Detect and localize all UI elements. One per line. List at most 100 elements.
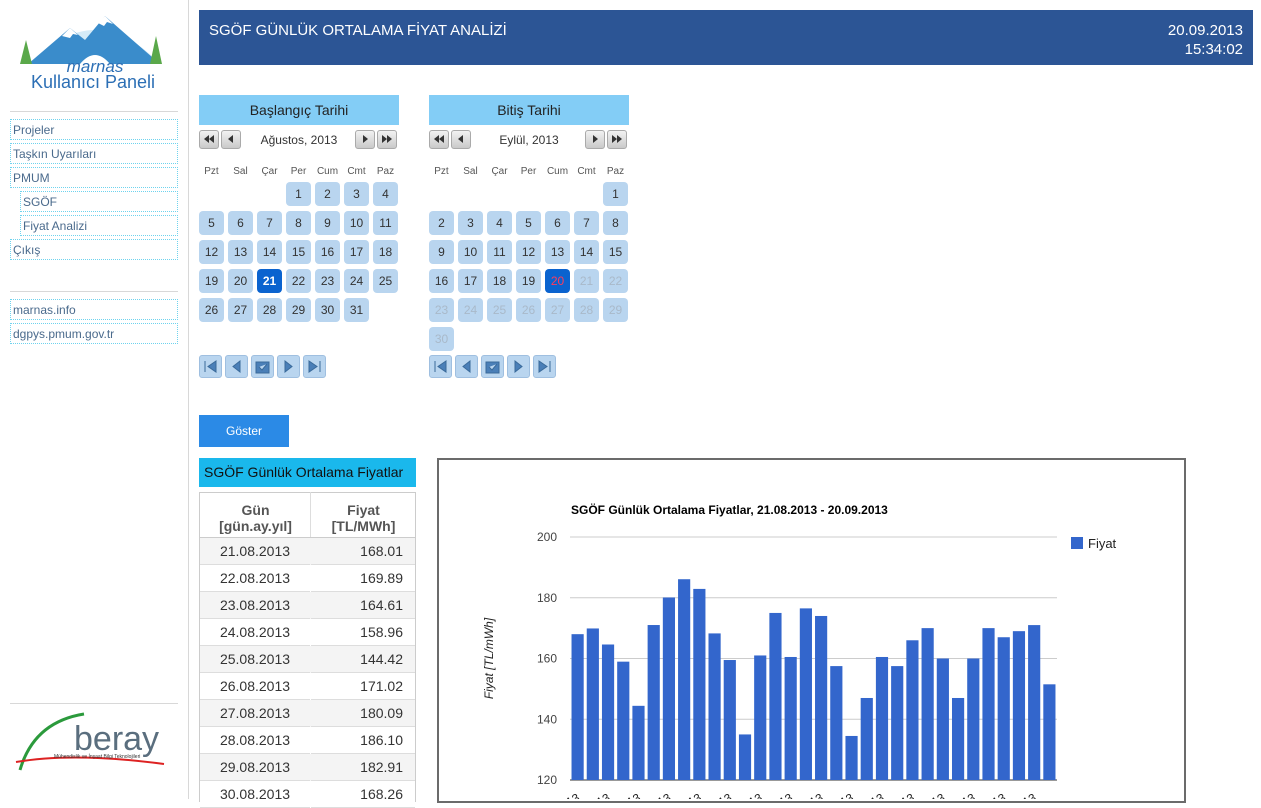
calendar-tool[interactable] xyxy=(303,355,326,378)
table-cell: 168.01 xyxy=(311,538,415,565)
calendar-day[interactable]: 4 xyxy=(487,211,512,235)
calendar-day[interactable]: 22 xyxy=(286,269,311,293)
calendar-day[interactable]: 13 xyxy=(545,240,570,264)
calendar-day[interactable]: 23 xyxy=(429,298,454,322)
calendar-day[interactable]: 17 xyxy=(344,240,369,264)
calendar-day[interactable]: 26 xyxy=(516,298,541,322)
calendar-day[interactable]: 4 xyxy=(373,182,398,206)
calendar-day[interactable]: 10 xyxy=(344,211,369,235)
calendar-day[interactable]: 31 xyxy=(344,298,369,322)
calendar-day[interactable]: 29 xyxy=(286,298,311,322)
calendar-day[interactable]: 1 xyxy=(603,182,628,206)
calendar-day[interactable]: 11 xyxy=(487,240,512,264)
calendar-tool[interactable] xyxy=(533,355,556,378)
calendar-day[interactable]: 28 xyxy=(257,298,282,322)
bar xyxy=(632,705,645,780)
calendar-day[interactable]: 28 xyxy=(574,298,599,322)
calendar-day[interactable]: 2 xyxy=(315,182,340,206)
calendar-tool[interactable] xyxy=(251,355,274,378)
nav-button[interactable] xyxy=(451,130,471,149)
calendar-day[interactable]: 12 xyxy=(199,240,224,264)
nav-button[interactable] xyxy=(607,130,627,149)
calendar-day[interactable]: 21 xyxy=(574,269,599,293)
calendar-day[interactable]: 3 xyxy=(344,182,369,206)
calendar-day[interactable]: 2 xyxy=(429,211,454,235)
calendar-day[interactable]: 15 xyxy=(286,240,311,264)
calendar-tool[interactable] xyxy=(225,355,248,378)
calendar-day[interactable]: 20 xyxy=(545,269,570,293)
weekday: Cmt xyxy=(347,166,366,177)
nav-button[interactable] xyxy=(221,130,241,149)
table-cell: 169.89 xyxy=(311,565,415,592)
calendar-day[interactable]: 24 xyxy=(458,298,483,322)
nav-button[interactable] xyxy=(377,130,397,149)
nav-button[interactable] xyxy=(585,130,605,149)
calendar-day[interactable]: 18 xyxy=(487,269,512,293)
menu-item[interactable]: Taşkın Uyarıları xyxy=(10,143,178,164)
calendar-day[interactable]: 9 xyxy=(315,211,340,235)
table-row xyxy=(200,538,415,565)
table-cell: 28.08.2013 xyxy=(200,727,310,754)
calendar-day[interactable]: 18 xyxy=(373,240,398,264)
calendar-tool[interactable] xyxy=(277,355,300,378)
tool-icon xyxy=(284,359,293,374)
calendar-day[interactable]: 15 xyxy=(603,240,628,264)
calendar-day[interactable]: 8 xyxy=(603,211,628,235)
calendar-day[interactable]: 5 xyxy=(199,211,224,235)
sidebar-link[interactable]: marnas.info xyxy=(10,299,178,320)
calendar-day[interactable]: 14 xyxy=(574,240,599,264)
calendar-day[interactable]: 7 xyxy=(574,211,599,235)
calendar-day[interactable]: 24 xyxy=(344,269,369,293)
calendar-day[interactable]: 9 xyxy=(429,240,454,264)
calendar-day[interactable]: 1 xyxy=(286,182,311,206)
menu-item[interactable]: Projeler xyxy=(10,119,178,140)
calendar-tool[interactable] xyxy=(507,355,530,378)
calendar-day[interactable]: 12 xyxy=(516,240,541,264)
calendar-tool[interactable] xyxy=(199,355,222,378)
calendar-day[interactable]: 27 xyxy=(545,298,570,322)
calendar-day[interactable]: 23 xyxy=(315,269,340,293)
bar xyxy=(769,612,782,780)
nav-button[interactable] xyxy=(199,130,219,149)
menu-item[interactable]: SGÖF xyxy=(20,191,178,212)
nav-button[interactable] xyxy=(355,130,375,149)
calendar-day[interactable]: 25 xyxy=(373,269,398,293)
calendar-day[interactable]: 6 xyxy=(545,211,570,235)
calendar-day[interactable]: 30 xyxy=(315,298,340,322)
calendar-day[interactable]: 21 xyxy=(257,269,282,293)
calendar-day[interactable]: 30 xyxy=(429,327,454,351)
calendar-day[interactable]: 14 xyxy=(257,240,282,264)
menu-item[interactable]: Fiyat Analizi xyxy=(20,215,178,236)
nav-button[interactable] xyxy=(429,130,449,149)
calendar-day[interactable]: 3 xyxy=(458,211,483,235)
calendar-day[interactable]: 10 xyxy=(458,240,483,264)
calendar-tool[interactable] xyxy=(481,355,504,378)
calendar-day[interactable]: 7 xyxy=(257,211,282,235)
calendar-day[interactable]: 5 xyxy=(516,211,541,235)
calendar-day[interactable]: 6 xyxy=(228,211,253,235)
calendar-day[interactable]: 19 xyxy=(516,269,541,293)
calendar-day[interactable]: 17 xyxy=(458,269,483,293)
calendar-day[interactable]: 16 xyxy=(429,269,454,293)
calendar-day[interactable]: 29 xyxy=(603,298,628,322)
menu-item[interactable]: PMUM xyxy=(10,167,178,188)
calendar-day[interactable]: 8 xyxy=(286,211,311,235)
tool-icon xyxy=(204,360,217,373)
show-button[interactable]: Göster xyxy=(199,415,289,447)
sidebar-link[interactable]: dgpys.pmum.gov.tr xyxy=(10,323,178,344)
calendar-day[interactable]: 25 xyxy=(487,298,512,322)
calendar-day[interactable]: 22 xyxy=(603,269,628,293)
calendar-title: Bitiş Tarihi xyxy=(429,95,629,125)
calendar-day[interactable]: 16 xyxy=(315,240,340,264)
calendar-day[interactable]: 27 xyxy=(228,298,253,322)
table-row xyxy=(200,754,415,781)
calendar-day[interactable]: 20 xyxy=(228,269,253,293)
calendar-day[interactable]: 26 xyxy=(199,298,224,322)
calendar-tool[interactable] xyxy=(429,355,452,378)
calendar-day[interactable]: 13 xyxy=(228,240,253,264)
table-cell: 29.08.2013 xyxy=(200,754,310,781)
calendar-tool[interactable] xyxy=(455,355,478,378)
calendar-day[interactable]: 11 xyxy=(373,211,398,235)
menu-item[interactable]: Çıkış xyxy=(10,239,178,260)
calendar-day[interactable]: 19 xyxy=(199,269,224,293)
